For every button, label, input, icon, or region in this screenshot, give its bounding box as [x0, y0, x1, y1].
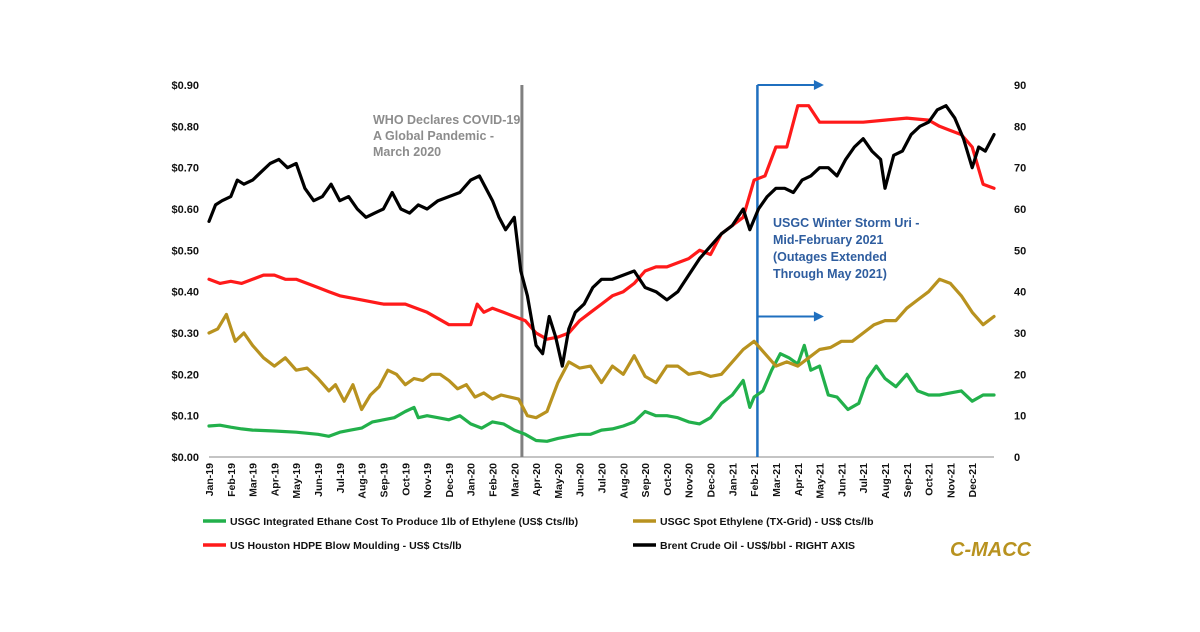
- x-tick-label: Sep-21: [902, 463, 914, 498]
- x-tick-label: Oct-19: [400, 463, 412, 496]
- right-tick-label: 30: [1014, 328, 1026, 340]
- annotation-text: WHO Declares COVID-19 A Global Pandemic …: [373, 113, 919, 281]
- x-tick-label: Jun-21: [836, 463, 848, 497]
- x-tick-label: Feb-20: [487, 463, 499, 497]
- covid-annotation-line3: March 2020: [373, 145, 441, 159]
- x-tick-label: Jul-19: [335, 463, 347, 494]
- x-tick-label: Oct-20: [662, 463, 674, 496]
- x-tick-label: Oct-21: [924, 463, 936, 496]
- x-tick-label: Nov-20: [684, 463, 696, 498]
- storm-annotation-line1: USGC Winter Storm Uri -: [773, 216, 919, 230]
- left-tick-label: $0.80: [171, 121, 199, 133]
- left-tick-label: $0.30: [171, 328, 199, 340]
- x-tick-label: May-21: [815, 463, 827, 499]
- x-tick-label: Jun-20: [575, 463, 587, 497]
- storm-mid-arrow-head: [813, 311, 824, 322]
- legend-label-ethane: USGC Integrated Ethane Cost To Produce 1…: [230, 516, 578, 528]
- x-tick-label: Nov-21: [945, 463, 957, 498]
- x-tick-label: Dec-20: [706, 463, 718, 498]
- x-tick-label: Apr-19: [269, 463, 281, 496]
- left-tick-label: $0.40: [171, 287, 199, 299]
- x-tick-label: May-19: [291, 463, 303, 499]
- x-tick-label: Sep-19: [378, 463, 390, 498]
- left-tick-label: $0.60: [171, 204, 199, 216]
- right-tick-label: 80: [1014, 121, 1026, 133]
- x-axis-ticks: Jan-19 Feb-19 Mar-19 Apr-19 May-19 Jun-19 Jul-…: [204, 463, 979, 499]
- right-tick-label: 0: [1014, 452, 1020, 464]
- brand-logo-text: C-MACC: [950, 539, 1032, 561]
- x-tick-label: Apr-20: [531, 463, 543, 496]
- left-tick-label: $0.70: [171, 163, 199, 175]
- x-tick-label: Jan-20: [466, 463, 478, 496]
- storm-annotation-line2: Mid-February 2021: [773, 233, 884, 247]
- left-tick-label: $0.10: [171, 411, 199, 423]
- storm-annotation-line3: (Outages Extended: [773, 250, 887, 264]
- x-tick-label: Feb-21: [749, 463, 761, 497]
- x-tick-label: Jan-19: [204, 463, 216, 496]
- right-tick-label: 40: [1014, 287, 1026, 299]
- left-tick-label: $0.00: [171, 452, 199, 464]
- legend-label-ethylene: USGC Spot Ethylene (TX-Grid) - US$ Cts/l…: [660, 516, 874, 528]
- covid-annotation-line1: WHO Declares COVID-19: [373, 113, 520, 127]
- x-tick-label: Jun-19: [313, 463, 325, 497]
- x-tick-label: Apr-21: [793, 463, 805, 496]
- legend: USGC Integrated Ethane Cost To Produce 1…: [203, 516, 874, 552]
- legend-label-hdpe: US Houston HDPE Blow Moulding - US$ Cts/…: [230, 540, 462, 552]
- x-tick-label: Sep-20: [640, 463, 652, 498]
- right-tick-label: 10: [1014, 411, 1026, 423]
- series-line-ethane-cost: [207, 343, 996, 443]
- x-tick-label: Feb-19: [226, 463, 238, 497]
- right-axis-ticks: 0 10 20 30 40 50 60 70 80 90: [1014, 80, 1026, 464]
- storm-top-arrow-head: [813, 80, 824, 90]
- right-tick-label: 20: [1014, 369, 1026, 381]
- x-tick-label: Mar-20: [509, 463, 521, 497]
- left-tick-label: $0.20: [171, 369, 199, 381]
- x-tick-label: Mar-21: [771, 463, 783, 497]
- legend-label-brent: Brent Crude Oil - US$/bbl - RIGHT AXIS: [660, 540, 855, 552]
- x-tick-label: Mar-19: [248, 463, 260, 497]
- storm-annotation-line4: Through May 2021): [773, 267, 887, 281]
- x-tick-label: Aug-20: [618, 463, 630, 499]
- series-line-spot-ethylene: [207, 277, 996, 420]
- x-tick-label: Jul-21: [858, 463, 870, 494]
- right-tick-label: 60: [1014, 204, 1026, 216]
- x-tick-label: Dec-21: [967, 463, 979, 498]
- x-tick-label: Aug-19: [357, 463, 369, 499]
- left-axis-ticks: $0.00 $0.10 $0.20 $0.30 $0.40 $0.50 $0.60 $0.70…: [171, 80, 199, 464]
- covid-annotation-line2: A Global Pandemic -: [373, 129, 494, 143]
- x-tick-label: Nov-19: [422, 463, 434, 498]
- x-tick-label: Jan-21: [727, 463, 739, 496]
- left-tick-label: $0.90: [171, 80, 199, 92]
- x-tick-label: May-20: [553, 463, 565, 499]
- x-tick-label: Aug-21: [880, 463, 892, 499]
- x-tick-label: Jul-20: [597, 463, 609, 494]
- series-line-brent-crude: [207, 104, 996, 368]
- series-line-hdpe-blow-moulding: [207, 104, 996, 341]
- x-tick-label: Dec-19: [444, 463, 456, 498]
- right-tick-label: 90: [1014, 80, 1026, 92]
- right-tick-label: 50: [1014, 245, 1026, 257]
- series-layer: [207, 104, 996, 443]
- left-tick-label: $0.50: [171, 245, 199, 257]
- right-tick-label: 70: [1014, 163, 1026, 175]
